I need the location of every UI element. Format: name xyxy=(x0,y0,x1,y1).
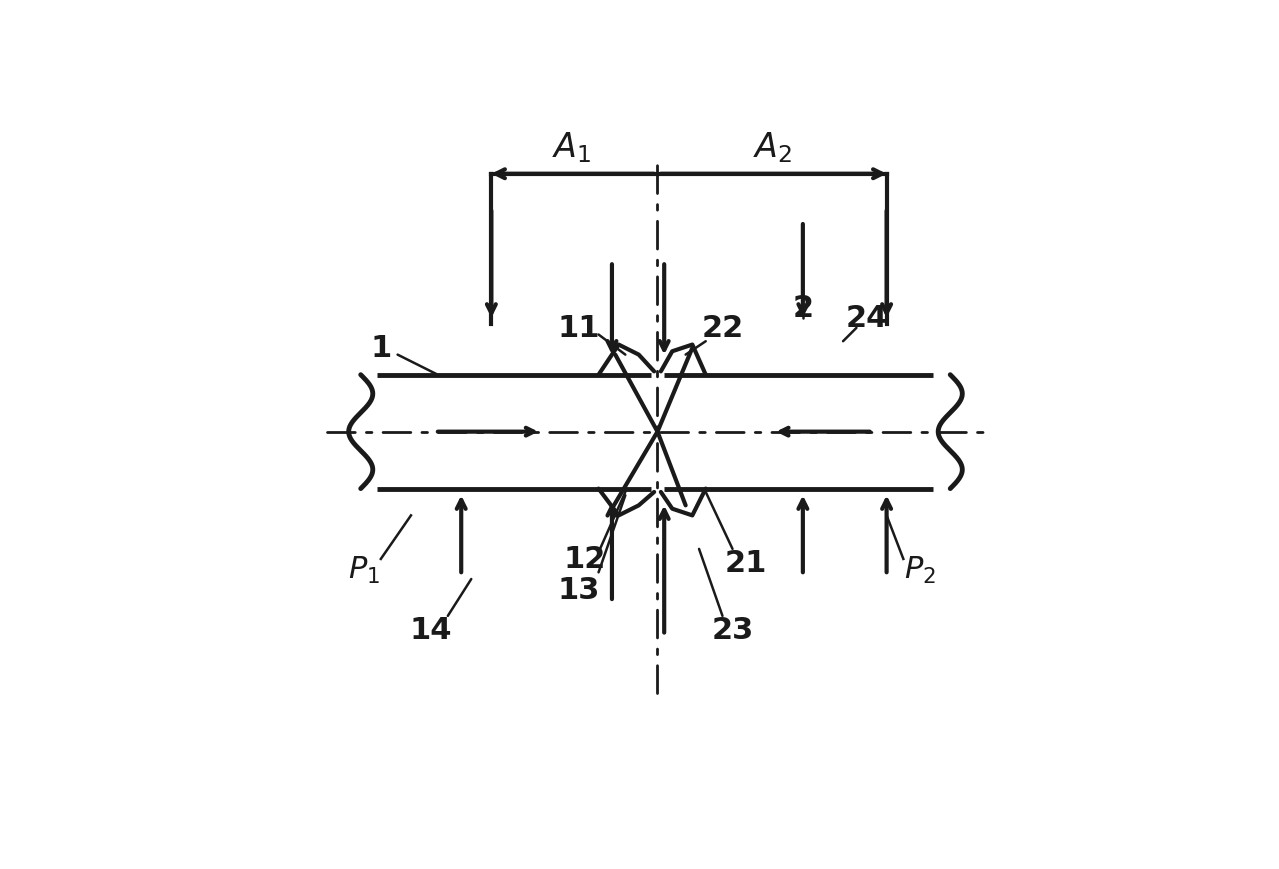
Text: $P_2$: $P_2$ xyxy=(904,554,936,585)
Text: 11: 11 xyxy=(558,314,600,343)
Text: 23: 23 xyxy=(711,615,753,644)
Text: 22: 22 xyxy=(701,314,743,343)
Text: 13: 13 xyxy=(558,575,600,604)
Text: 21: 21 xyxy=(725,548,767,577)
Text: 14: 14 xyxy=(409,615,453,644)
Text: 2: 2 xyxy=(792,294,813,323)
Text: 12: 12 xyxy=(564,545,606,574)
Text: $P_1$: $P_1$ xyxy=(348,554,380,585)
Text: 1: 1 xyxy=(370,334,391,363)
Text: $A_2$: $A_2$ xyxy=(753,130,792,165)
Text: 24: 24 xyxy=(845,304,888,333)
Text: $A_1$: $A_1$ xyxy=(553,130,591,165)
